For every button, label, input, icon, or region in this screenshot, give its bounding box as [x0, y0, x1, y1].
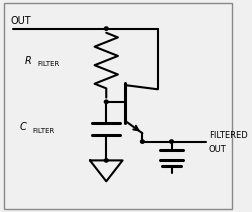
Circle shape — [169, 140, 173, 143]
Text: C: C — [20, 122, 27, 132]
Circle shape — [104, 27, 108, 30]
Circle shape — [140, 140, 144, 143]
Circle shape — [104, 159, 108, 162]
Text: R: R — [25, 56, 31, 66]
FancyBboxPatch shape — [4, 3, 231, 209]
Text: FILTER: FILTER — [33, 128, 55, 134]
Text: FILTERED: FILTERED — [208, 131, 246, 140]
Text: OUT: OUT — [208, 145, 226, 154]
Text: OUT: OUT — [11, 17, 31, 26]
Text: FILTER: FILTER — [37, 61, 59, 67]
Circle shape — [104, 100, 108, 103]
